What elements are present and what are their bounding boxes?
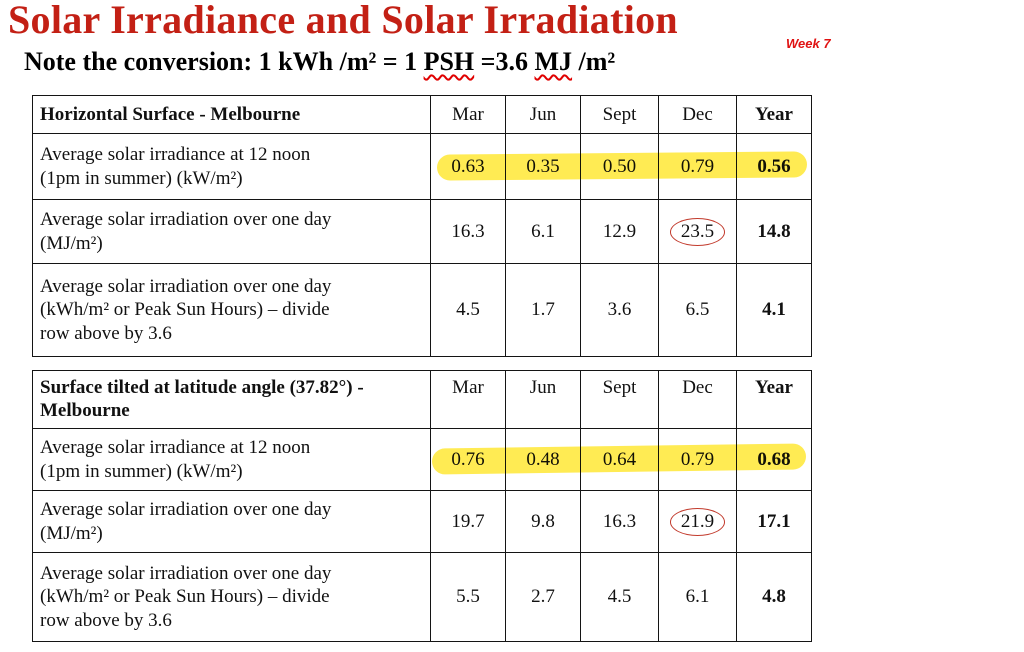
table1-r1-mar: 0.63: [431, 134, 506, 200]
table1-r1-jun: 0.35: [506, 134, 581, 200]
table2-row3-label: Average solar irradiation over one day (…: [33, 553, 431, 641]
table1-row2-label: Average solar irradiation over one day (…: [33, 200, 431, 264]
table1-col-dec: Dec: [659, 96, 737, 134]
table-tilted-surface: Surface tilted at latitude angle (37.82°…: [32, 370, 812, 642]
table1-r3-jun: 1.7: [506, 264, 581, 356]
table1-r1-year: 0.56: [737, 134, 811, 200]
slide-title: Solar Irradiance and Solar Irradiation: [8, 0, 678, 42]
table1-title: Horizontal Surface - Melbourne: [33, 96, 431, 134]
table2-col-year: Year: [737, 371, 811, 429]
table2-r3-year: 4.8: [762, 586, 786, 608]
note-text-1: Note the conversion: 1 kWh /m² = 1: [24, 47, 424, 76]
table2-r2-year: 17.1: [737, 491, 811, 553]
table2-r3-sept: 4.5: [581, 553, 659, 641]
table1-col-year: Year: [737, 96, 811, 134]
table2-r1-mar: 0.76: [431, 429, 506, 491]
table2-row1-label: Average solar irradiance at 12 noon (1pm…: [33, 429, 431, 491]
table1-row1-label: Average solar irradiance at 12 noon (1pm…: [33, 134, 431, 200]
table2-r2-sept: 16.3: [581, 491, 659, 553]
table1-r3-dec: 6.5: [659, 264, 737, 356]
table2-col-dec: Dec: [659, 371, 737, 429]
table2-r2-dec: 21.9: [659, 491, 737, 553]
table1-row3-label: Average solar irradiation over one day (…: [33, 264, 431, 356]
table2-col-mar: Mar: [431, 371, 506, 429]
table1-col-mar: Mar: [431, 96, 506, 134]
table2-col-sept: Sept: [581, 371, 659, 429]
note-mj: MJ: [534, 47, 573, 76]
table-horizontal-surface: Horizontal Surface - Melbourne Mar Jun S…: [32, 95, 812, 357]
table1-r2-year: 14.8: [737, 200, 811, 264]
table2-r2-mar: 19.7: [431, 491, 506, 553]
table2-r3-mar: 5.5: [431, 553, 506, 641]
table2-r1-jun: 0.48: [506, 429, 581, 491]
table1-r2-mar: 16.3: [431, 200, 506, 264]
table2-r1-sept: 0.64: [581, 429, 659, 491]
table2-col-jun: Jun: [506, 371, 581, 429]
table1-r3-mar: 4.5: [431, 264, 506, 356]
conversion-note: Note the conversion: 1 kWh /m² = 1 PSH =…: [24, 47, 615, 77]
table2-r1-dec: 0.79: [659, 429, 737, 491]
note-text-2: =3.6: [474, 47, 535, 76]
red-circle-annotation: 21.9: [669, 507, 726, 536]
table2-row2-label: Average solar irradiation over one day (…: [33, 491, 431, 553]
table2-r3-jun: 2.7: [506, 553, 581, 641]
table1-r2-sept: 12.9: [581, 200, 659, 264]
red-circle-annotation: 23.5: [669, 217, 726, 246]
table1-r2-dec: 23.5: [659, 200, 737, 264]
table1-r3-sept: 3.6: [581, 264, 659, 356]
table2-r2-jun: 9.8: [506, 491, 581, 553]
note-psh: PSH: [423, 47, 475, 76]
table2-r3-dec: 6.1: [659, 553, 737, 641]
table1-r3-year: 4.1: [762, 299, 786, 321]
week-label: Week 7: [786, 36, 831, 51]
table2-r1-year: 0.68: [737, 429, 811, 491]
table1-r1-dec: 0.79: [659, 134, 737, 200]
note-text-3: /m²: [572, 47, 616, 76]
table1-r1-sept: 0.50: [581, 134, 659, 200]
table2-title: Surface tilted at latitude angle (37.82°…: [33, 371, 431, 429]
table1-col-jun: Jun: [506, 96, 581, 134]
table1-r2-jun: 6.1: [506, 200, 581, 264]
table1-col-sept: Sept: [581, 96, 659, 134]
